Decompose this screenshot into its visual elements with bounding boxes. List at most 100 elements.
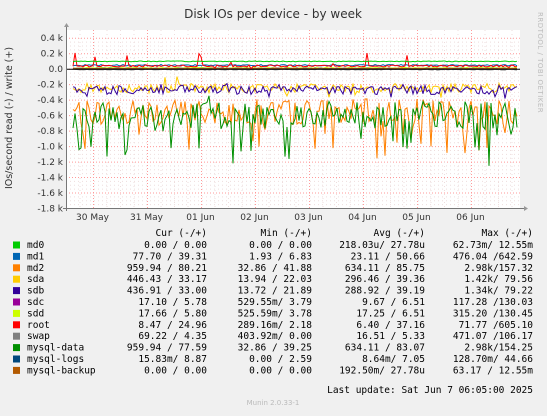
y-tick-label: -1.6 k [37, 189, 63, 199]
legend-cur-sda: 446.43 / 33.17 [127, 274, 207, 285]
legend-avg-root: 6.40 / 37.16 [356, 320, 425, 331]
x-tick-label: 05 Jun [402, 213, 430, 223]
legend-avg-md2: 634.11 / 85.75 [345, 263, 425, 274]
legend-max-mysql-backup: 63.17 / 12.55m [453, 365, 533, 376]
legend-header-cur: Cur (-/+) [156, 228, 207, 239]
x-tick-label: 01 Jun [186, 213, 214, 223]
legend-cur-swap: 69.22 / 4.35 [138, 331, 207, 342]
y-tick-label: -1.4 k [37, 174, 63, 184]
legend-avg-sdb: 288.92 / 39.19 [345, 286, 425, 297]
y-tick-label: -1.2 k [37, 158, 63, 168]
legend-header-avg: Avg (-/+) [374, 228, 425, 239]
x-tick-label: 31 May [130, 213, 164, 223]
legend-max-sda: 1.42k/ 79.56 [464, 274, 533, 285]
legend-name-mysql-backup: mysql-backup [27, 365, 96, 376]
legend-name-mysql-logs: mysql-logs [27, 354, 84, 365]
legend-max-md1: 476.04 /642.59 [453, 251, 533, 262]
x-tick-label: 30 May [76, 213, 110, 223]
legend-avg-mysql-backup: 192.50m/ 27.78u [339, 365, 425, 376]
y-tick-label: 0.4 k [41, 34, 64, 44]
legend-avg-swap: 16.51 / 5.33 [356, 331, 425, 342]
last-update: Last update: Sat Jun 7 06:05:00 2025 [327, 385, 533, 396]
legend-name-md1: md1 [27, 251, 44, 262]
x-tick-label: 03 Jun [294, 213, 322, 223]
y-tick-label: -0.2 k [37, 81, 63, 91]
legend-cur-md1: 77.70 / 39.31 [133, 251, 208, 262]
legend-max-root: 71.77 /605.10 [459, 320, 534, 331]
legend-avg-sda: 296.46 / 39.36 [345, 274, 425, 285]
legend-swatch-md0 [13, 242, 20, 249]
y-tick-label: 0.0 [49, 65, 64, 75]
x-tick-label: 02 Jun [240, 213, 268, 223]
legend-avg-md1: 23.11 / 50.66 [351, 251, 426, 262]
legend-swatch-root [13, 321, 20, 328]
legend-max-sdb: 1.34k/ 79.22 [464, 286, 533, 297]
legend-swatch-md1 [13, 253, 20, 260]
legend-cur-md0: 0.00 / 0.00 [144, 240, 207, 251]
y-tick-label: -1.0 k [37, 143, 63, 153]
legend-max-mysql-data: 2.98k/154.25 [464, 343, 533, 354]
legend-avg-sdc: 9.67 / 6.51 [362, 297, 425, 308]
legend-min-mysql-backup: 0.00 / 0.00 [249, 365, 312, 376]
y-tick-label: -1.8 k [37, 205, 63, 215]
y-tick-label: -0.8 k [37, 127, 63, 137]
legend-cur-sdc: 17.10 / 5.78 [138, 297, 207, 308]
legend-name-sdc: sdc [27, 297, 44, 308]
legend-name-swap: swap [27, 331, 50, 342]
legend-header-max: Max (-/+) [482, 228, 533, 239]
legend-avg-mysql-logs: 8.64m/ 7.05 [362, 354, 425, 365]
legend-min-md0: 0.00 / 0.00 [249, 240, 312, 251]
legend-max-mysql-logs: 128.70m/ 44.66 [453, 354, 533, 365]
legend-cur-mysql-backup: 0.00 / 0.00 [144, 365, 207, 376]
legend-swatch-sdd [13, 310, 20, 317]
y-axis-label: IOs/second read (-) / write (+) [4, 47, 15, 189]
legend-avg-mysql-data: 634.11 / 83.07 [345, 343, 425, 354]
legend-cur-mysql-logs: 15.83m/ 8.87 [138, 354, 207, 365]
rrdtool-credit: RRDTOOL / TOBI OETIKER [536, 12, 544, 113]
legend-avg-sdd: 17.25 / 6.51 [356, 308, 425, 319]
x-axis-arrow [524, 206, 528, 211]
legend-max-swap: 471.07 /106.17 [453, 331, 533, 342]
legend-name-sdd: sdd [27, 308, 44, 319]
legend-cur-sdd: 17.66 / 5.80 [138, 308, 207, 319]
y-axis-arrow [64, 23, 69, 27]
legend-max-sdd: 315.20 /130.45 [453, 308, 533, 319]
legend-cur-sdb: 436.91 / 33.00 [127, 286, 207, 297]
legend-swatch-md2 [13, 264, 20, 271]
legend-min-sdc: 529.55m/ 3.79 [238, 297, 313, 308]
legend-min-mysql-logs: 0.00 / 2.59 [249, 354, 312, 365]
legend-name-md0: md0 [27, 240, 44, 251]
legend-max-sdc: 117.28 /130.03 [453, 297, 533, 308]
legend-name-mysql-data: mysql-data [27, 343, 84, 354]
y-tick-label: 0.2 k [41, 50, 64, 60]
legend-min-md1: 1.93 / 6.83 [249, 251, 312, 262]
legend-cur-mysql-data: 959.94 / 77.59 [127, 343, 207, 354]
y-tick-label: -0.6 k [37, 112, 63, 122]
legend-name-md2: md2 [27, 263, 44, 274]
legend-min-sdb: 13.72 / 21.89 [238, 286, 313, 297]
legend-name-root: root [27, 320, 50, 331]
x-tick-label: 04 Jun [348, 213, 376, 223]
legend-swatch-sda [13, 276, 20, 283]
x-tick-label: 06 Jun [456, 213, 484, 223]
legend-avg-md0: 218.03u/ 27.78u [339, 240, 425, 251]
legend-min-swap: 403.92m/ 0.00 [238, 331, 313, 342]
legend-swatch-mysql-logs [13, 356, 20, 363]
legend-swatch-swap [13, 333, 20, 340]
y-tick-label: -0.4 k [37, 96, 63, 106]
legend-max-md0: 62.73m/ 12.55m [453, 240, 533, 251]
legend-min-sda: 13.94 / 22.03 [238, 274, 312, 285]
legend-min-md2: 32.86 / 41.88 [238, 263, 313, 274]
legend-swatch-sdb [13, 287, 20, 294]
legend-name-sdb: sdb [27, 286, 44, 297]
legend-swatch-sdc [13, 299, 20, 306]
legend-header-min: Min (-/+) [261, 228, 312, 239]
legend-cur-md2: 959.94 / 80.21 [127, 263, 207, 274]
legend-name-sda: sda [27, 274, 44, 285]
chart-title: Disk IOs per device - by week [184, 7, 362, 21]
munin-version: Munin 2.0.33-1 [247, 399, 300, 407]
legend-min-root: 289.16m/ 2.18 [238, 320, 313, 331]
legend-min-mysql-data: 32.86 / 39.25 [238, 343, 312, 354]
